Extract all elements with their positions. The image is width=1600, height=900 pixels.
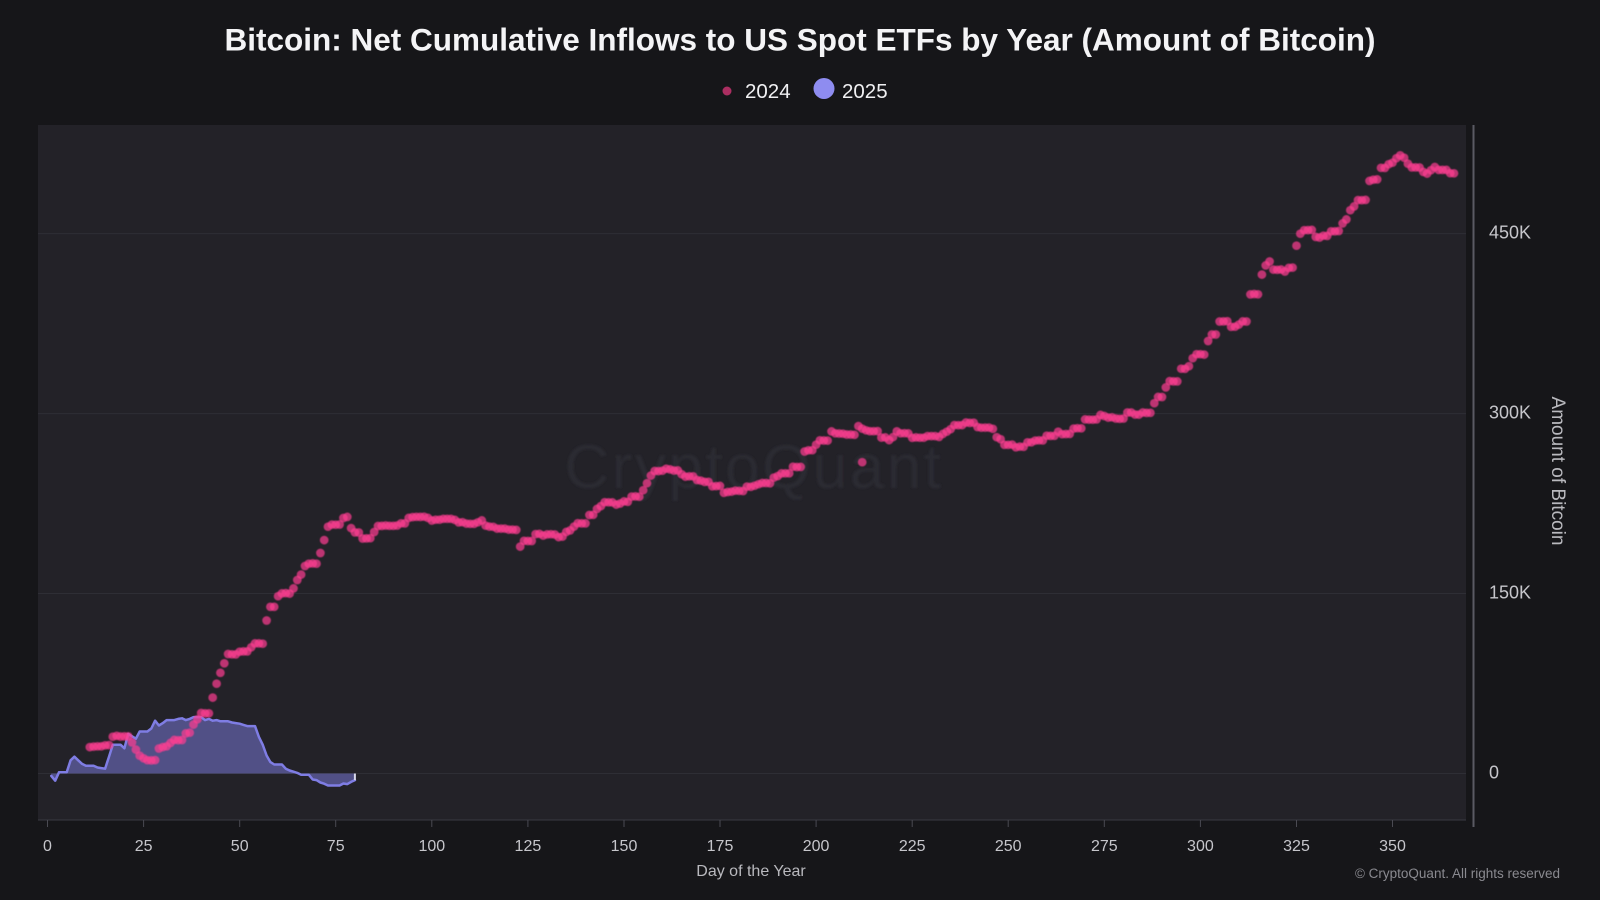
svg-text:© CryptoQuant. All rights rese: © CryptoQuant. All rights reserved	[1355, 866, 1560, 881]
svg-text:225: 225	[899, 838, 926, 855]
svg-text:75: 75	[327, 838, 345, 855]
svg-text:25: 25	[135, 838, 153, 855]
svg-text:Bitcoin: Net Cumulative Inflow: Bitcoin: Net Cumulative Inflows to US Sp…	[225, 22, 1376, 58]
svg-text:Amount of Bitcoin: Amount of Bitcoin	[1547, 397, 1568, 546]
svg-text:300: 300	[1187, 838, 1214, 855]
svg-text:350: 350	[1379, 838, 1406, 855]
svg-text:2024: 2024	[745, 80, 791, 103]
svg-text:250: 250	[995, 838, 1022, 855]
svg-text:175: 175	[707, 838, 734, 855]
svg-text:450K: 450K	[1489, 223, 1531, 243]
svg-text:325: 325	[1283, 838, 1310, 855]
svg-text:2025: 2025	[842, 80, 888, 103]
svg-text:Day of the Year: Day of the Year	[696, 863, 806, 880]
svg-text:150: 150	[611, 838, 638, 855]
svg-text:125: 125	[515, 838, 542, 855]
svg-text:275: 275	[1091, 838, 1118, 855]
svg-text:300K: 300K	[1489, 403, 1531, 423]
svg-text:100: 100	[418, 838, 445, 855]
svg-text:150K: 150K	[1489, 583, 1531, 603]
svg-text:50: 50	[231, 838, 249, 855]
svg-text:0: 0	[1489, 763, 1499, 783]
svg-text:0: 0	[43, 838, 52, 855]
svg-text:200: 200	[803, 838, 830, 855]
